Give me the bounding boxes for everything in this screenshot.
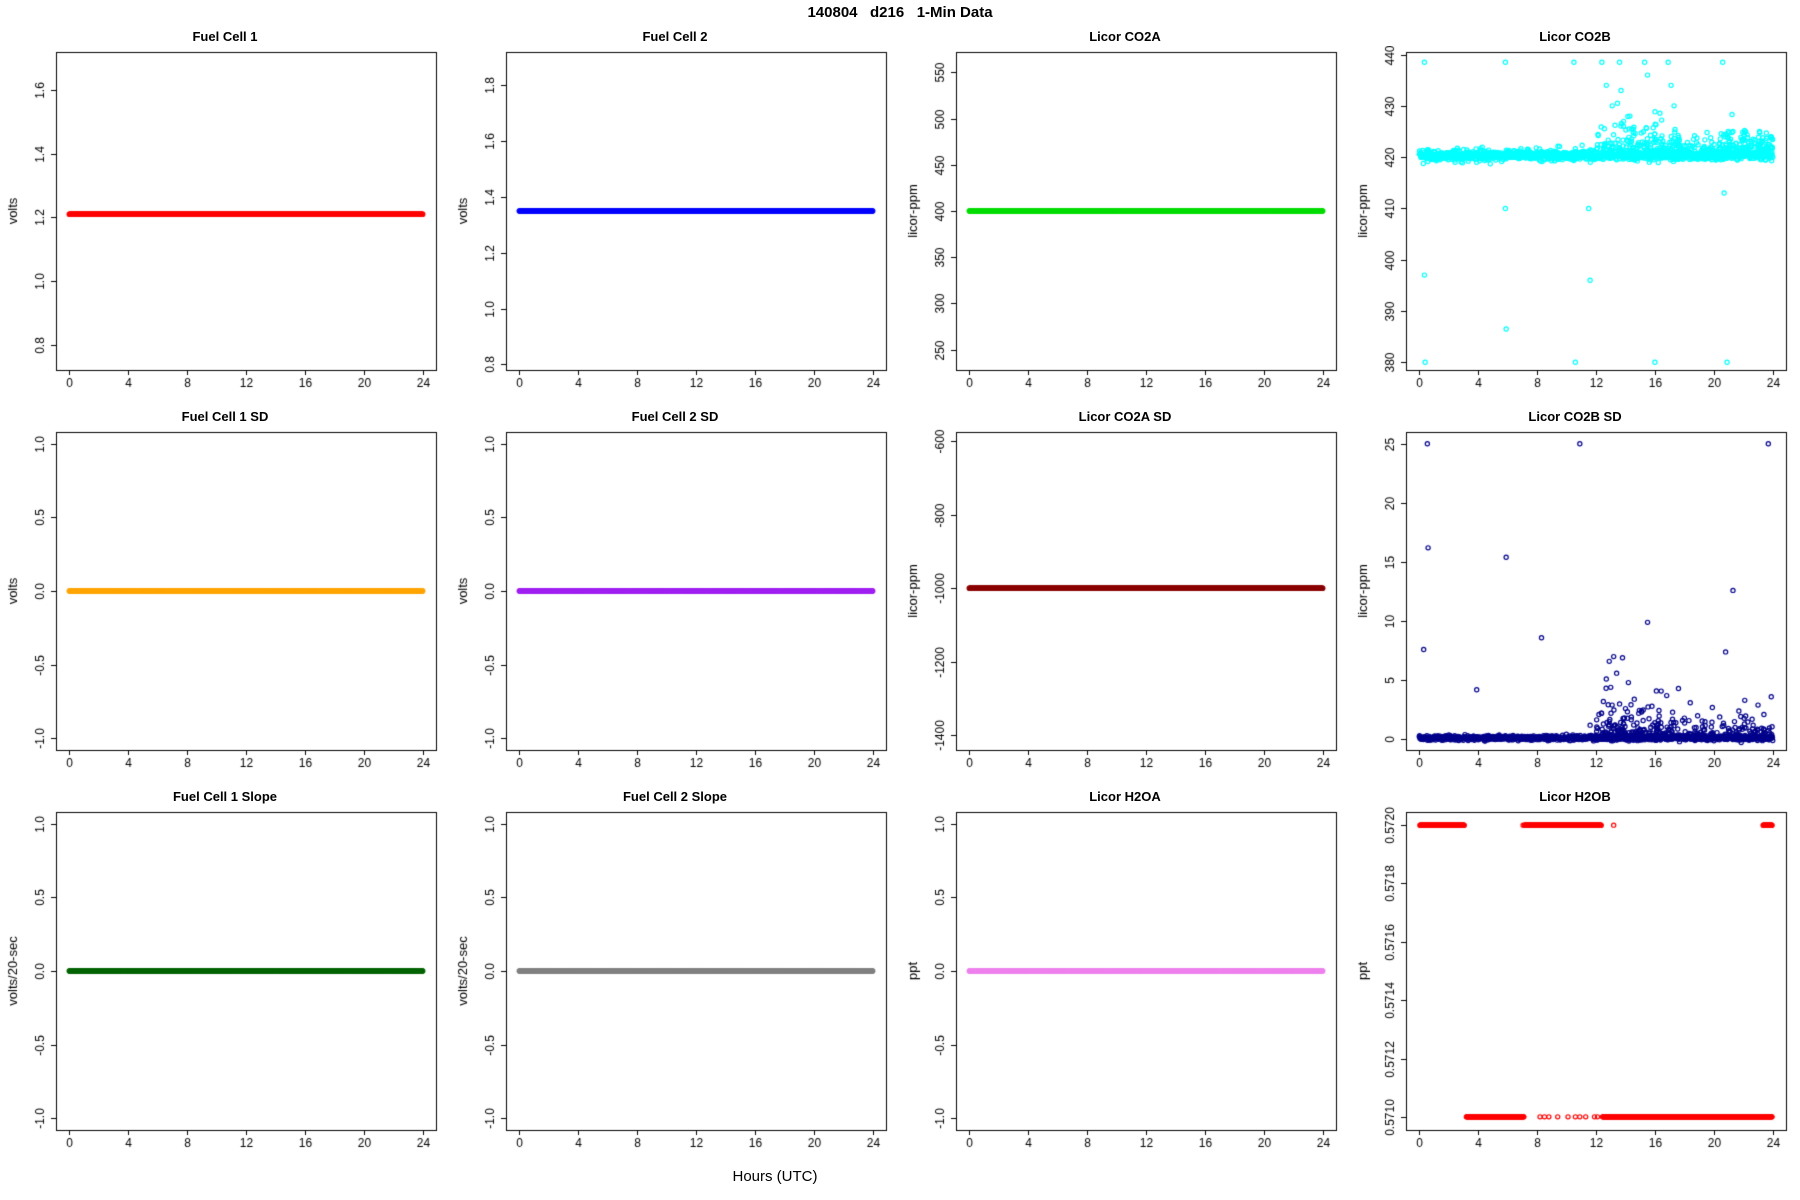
panel-title: Licor CO2B (1539, 29, 1611, 44)
panel-title: Fuel Cell 2 Slope (622, 789, 728, 804)
panel-title: Licor H2OB (1539, 789, 1611, 804)
panel-title: Licor CO2A (1089, 29, 1161, 44)
panel-licor-co2b: Licor CO2B (1350, 26, 1800, 406)
plot-grid: Fuel Cell 1 Fuel Cell 2 Licor CO2A Licor… (0, 26, 1800, 1166)
chart-canvas-fuel-cell-1-sd (0, 426, 450, 786)
panel-title: Licor H2OA (1089, 789, 1161, 804)
panel-title: Fuel Cell 1 Slope (172, 789, 278, 804)
panel-fuel-cell-2: Fuel Cell 2 (450, 26, 900, 406)
panel-licor-co2a: Licor CO2A (900, 26, 1350, 406)
chart-canvas-licor-co2b-sd (1350, 426, 1800, 786)
panel-licor-co2a-sd: Licor CO2A SD (900, 406, 1350, 786)
chart-canvas-fuel-cell-2 (450, 46, 900, 406)
panel-title: Fuel Cell 2 SD (631, 409, 719, 424)
panel-title: Licor CO2A SD (1078, 409, 1172, 424)
chart-canvas-fuel-cell-2-slope (450, 806, 900, 1166)
panel-fuel-cell-1-slope: Fuel Cell 1 Slope (0, 786, 450, 1166)
chart-canvas-licor-h2oa (900, 806, 1350, 1166)
chart-canvas-licor-co2a (900, 46, 1350, 406)
panel-title: Fuel Cell 2 (642, 29, 708, 44)
chart-canvas-licor-co2a-sd (900, 426, 1350, 786)
panel-title: Fuel Cell 1 (192, 29, 258, 44)
panel-fuel-cell-1: Fuel Cell 1 (0, 26, 450, 406)
chart-canvas-licor-h2ob (1350, 806, 1800, 1166)
panel-fuel-cell-1-sd: Fuel Cell 1 SD (0, 406, 450, 786)
figure-title: 140804 d216 1-Min Data (807, 4, 993, 21)
panel-licor-h2ob: Licor H2OB (1350, 786, 1800, 1166)
chart-canvas-fuel-cell-2-sd (450, 426, 900, 786)
chart-canvas-fuel-cell-1-slope (0, 806, 450, 1166)
x-axis-label-row: Hours (UTC) (0, 1166, 1800, 1192)
panel-fuel-cell-2-sd: Fuel Cell 2 SD (450, 406, 900, 786)
panel-licor-h2oa: Licor H2OA (900, 786, 1350, 1166)
chart-canvas-licor-co2b (1350, 46, 1800, 406)
panel-title: Licor CO2B SD (1528, 409, 1622, 424)
chart-canvas-fuel-cell-1 (0, 46, 450, 406)
x-axis-label: Hours (UTC) (732, 1168, 818, 1185)
panel-fuel-cell-2-slope: Fuel Cell 2 Slope (450, 786, 900, 1166)
panel-licor-co2b-sd: Licor CO2B SD (1350, 406, 1800, 786)
panel-title: Fuel Cell 1 SD (181, 409, 269, 424)
